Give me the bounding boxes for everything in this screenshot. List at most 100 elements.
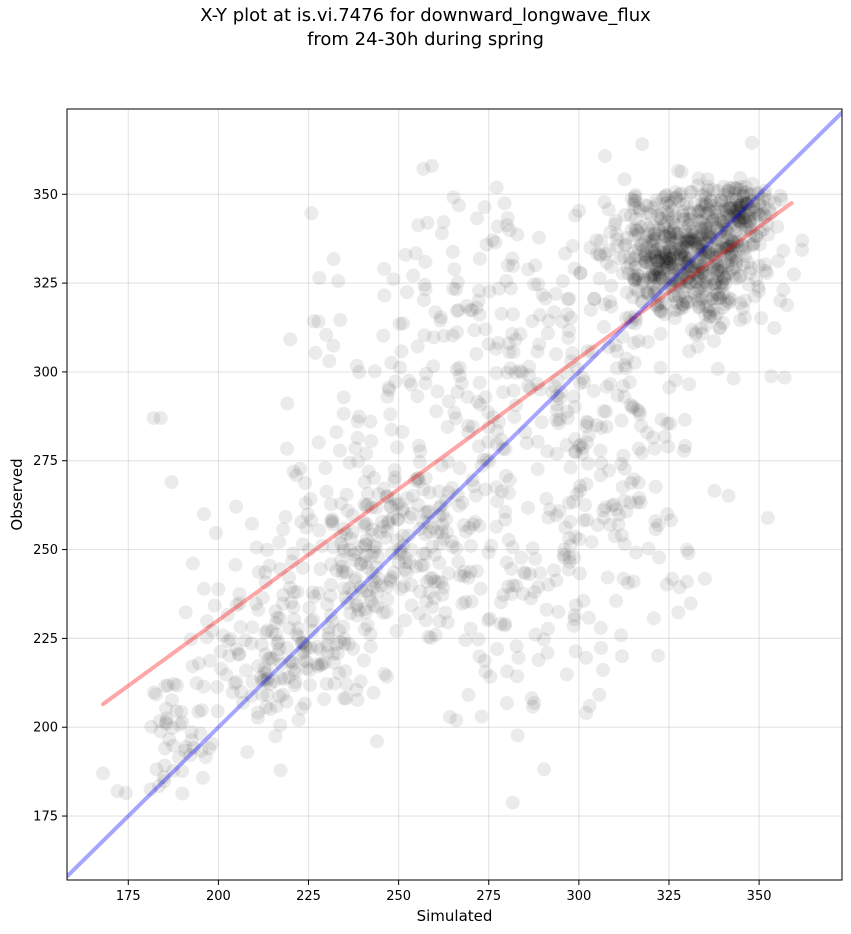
data-point [471,632,486,647]
data-point [336,564,351,579]
data-point [682,259,697,274]
data-point [259,700,274,715]
data-point [728,205,743,220]
data-point [509,578,524,593]
data-point [535,287,550,302]
data-point [379,669,394,684]
data-point [505,540,520,555]
data-point [692,296,707,311]
data-point [637,255,652,270]
data-point [663,240,678,255]
data-point [745,238,760,253]
data-point [506,578,521,593]
data-point [406,488,421,503]
data-point [676,300,691,315]
data-point [349,358,364,373]
data-point [640,425,655,440]
data-point [499,696,514,711]
data-point [461,425,476,440]
data-point [398,613,413,628]
data-point [589,233,604,248]
data-point [663,416,678,431]
data-point [356,515,371,530]
data-point [652,303,667,318]
data-point [563,538,578,553]
data-point [357,519,372,534]
data-point [776,243,791,258]
data-point [365,522,380,537]
data-point [436,580,451,595]
data-point [653,360,668,375]
data-point [322,354,337,369]
y-tick-label: 175 [33,810,58,825]
data-point [602,517,617,532]
data-point [518,566,533,581]
data-point [649,298,664,313]
data-point [295,635,310,650]
data-point [539,602,554,617]
data-point [531,653,546,668]
data-point [384,546,399,561]
data-point [575,371,590,386]
data-point [723,213,738,228]
data-point [685,224,700,239]
data-point [245,620,260,635]
data-point [451,554,466,569]
data-point [631,284,646,299]
data-point [727,215,742,230]
data-point [674,164,689,179]
data-point [631,227,646,242]
data-point [175,786,190,801]
data-point [310,657,325,672]
data-point [146,411,161,426]
data-point [379,604,394,619]
data-point [268,604,283,619]
data-point [707,287,722,302]
data-point [600,570,615,585]
data-point [733,222,748,237]
data-point [510,227,525,242]
data-point [688,254,703,269]
data-point [695,213,710,228]
data-point [662,244,677,259]
data-point [488,235,503,250]
data-point [418,282,433,297]
data-point [276,587,291,602]
data-point [583,240,598,255]
data-point [656,253,671,268]
data-point [332,623,347,638]
data-point [716,234,731,249]
data-point [657,219,672,234]
data-point [411,474,426,489]
data-point [286,656,301,671]
data-point [773,293,788,308]
data-point [761,193,776,208]
data-point [567,608,582,623]
data-point [504,561,519,576]
data-point [720,254,735,269]
data-point [426,330,441,345]
data-point [441,454,456,469]
data-point [500,365,515,380]
data-point [705,291,720,306]
data-point [638,253,653,268]
data-point [723,190,738,205]
data-point [633,418,648,433]
data-point [567,550,582,565]
data-point [710,257,725,272]
data-point [625,290,640,305]
data-point [615,649,630,664]
data-point [618,237,633,252]
data-point [312,270,327,285]
data-point [175,764,190,779]
data-point [647,284,662,299]
data-point [678,235,693,250]
data-point [498,512,513,527]
data-point [432,614,447,629]
data-point [336,406,351,421]
data-point [467,514,482,529]
data-point [623,208,638,223]
data-point [435,507,450,522]
data-point [702,299,717,314]
y-tick-label: 225 [33,632,58,647]
